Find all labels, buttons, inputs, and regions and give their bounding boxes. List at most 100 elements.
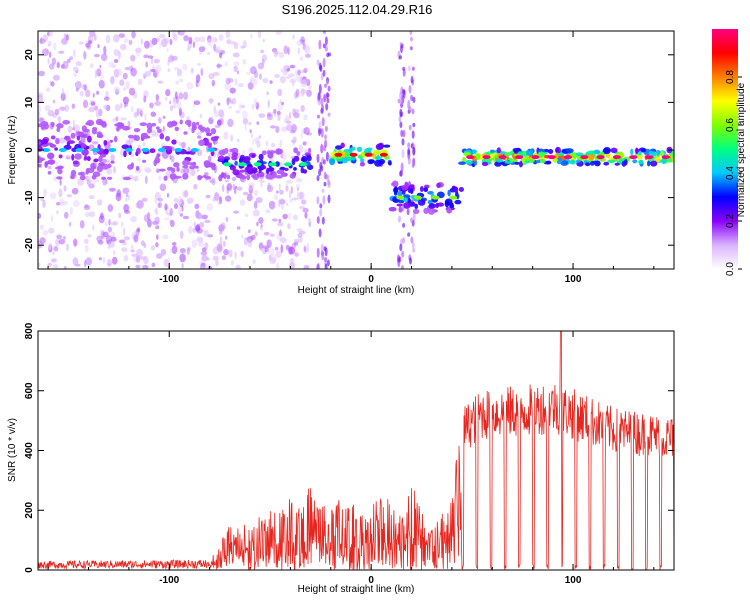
heatmap-cell [401, 190, 406, 195]
heatmap-cell [319, 209, 323, 217]
heatmap-cell [655, 156, 661, 163]
heatmap-cell [294, 136, 297, 143]
heatmap-cell [124, 148, 133, 152]
heatmap-cell [40, 198, 44, 202]
heatmap-cell [231, 176, 237, 182]
heatmap-cell [191, 239, 198, 249]
heatmap-cell [399, 42, 403, 47]
heatmap-cell [52, 264, 59, 269]
heatmap-cell [436, 182, 441, 189]
heatmap-cell [61, 37, 68, 45]
heatmap-cell [306, 89, 312, 98]
heatmap-cell [155, 242, 159, 248]
heatmap-cell [360, 158, 365, 163]
heatmap-cell [217, 119, 222, 126]
snr-xlabel: Height of straight line (km) [298, 584, 415, 595]
heatmap-cell [98, 162, 105, 167]
heatmap-cell [290, 186, 293, 194]
heatmap-cell [65, 156, 71, 160]
heatmap-cell [263, 231, 270, 236]
heatmap-cell [166, 48, 169, 52]
heatmap-cell [130, 162, 134, 168]
heatmap-cell [136, 108, 144, 112]
heatmap-cell [289, 111, 292, 120]
heatmap-cell [62, 120, 71, 125]
heatmap-cell [215, 45, 222, 55]
heatmap-cell [233, 65, 238, 73]
heatmap-cell [269, 233, 275, 237]
heatmap-cell [299, 162, 307, 167]
heatmap-cell [632, 159, 638, 164]
heatmap-cell [175, 80, 180, 85]
heatmap-cell [116, 189, 121, 198]
heatmap-cell [107, 226, 112, 233]
heatmap-cell [560, 160, 569, 166]
snr-series-line [38, 331, 674, 570]
heatmap-cell [225, 195, 232, 202]
heatmap-cell [398, 55, 402, 60]
heatmap-cell [510, 158, 515, 163]
heatmap-cell [54, 108, 60, 116]
heatmap-cell [287, 73, 295, 78]
heatmap-cell [238, 162, 247, 167]
heatmap-cell [195, 74, 201, 83]
heatmap-cell [663, 158, 668, 163]
heatmap-cell [47, 40, 52, 47]
heatmap-cell [182, 173, 189, 180]
heatmap-cell [107, 204, 114, 212]
heatmap-cell [261, 150, 267, 156]
heatmap-cell [413, 195, 422, 200]
heatmap-cell [275, 125, 280, 134]
heatmap-cell [300, 167, 305, 174]
heatmap-cell [72, 66, 79, 72]
heatmap-cell [317, 99, 321, 106]
heatmap-cell [198, 46, 206, 52]
heatmap-marks [38, 31, 674, 269]
heatmap-cell [112, 34, 120, 43]
heatmap-cell [173, 162, 180, 168]
heatmap-cell [72, 257, 79, 266]
heatmap-cell [110, 160, 115, 164]
heatmap-cell [322, 159, 326, 165]
heatmap-cell [47, 58, 50, 65]
heatmap-cell [406, 208, 410, 215]
heatmap-cell [458, 161, 466, 165]
heatmap-cell [178, 107, 182, 116]
heatmap-cell [43, 123, 49, 130]
heatmap-cell [142, 159, 147, 163]
heatmap-cell [56, 123, 64, 129]
heatmap-cell [147, 55, 154, 59]
heatmap-cell [105, 34, 111, 44]
heatmap-cell [39, 38, 46, 44]
heatmap-cell [304, 44, 311, 54]
heatmap-cell [630, 148, 634, 155]
heatmap-cell [164, 217, 170, 221]
heatmap-cell [410, 36, 413, 42]
heatmap-cell [154, 208, 157, 214]
snr-ticks: -100 0 100 0 200 400 600 800 [24, 322, 674, 586]
heatmap-cell [275, 31, 282, 36]
heatmap-cell [127, 194, 131, 201]
heatmap-cell [122, 242, 127, 246]
heatmap-cell [258, 169, 262, 173]
heatmap-cell [242, 191, 249, 196]
colorbar-tick-label: 0.6 [725, 118, 736, 132]
heatmap-cell [398, 206, 403, 213]
heatmap-cell [275, 161, 280, 167]
heatmap-cell [189, 165, 196, 170]
heatmap-cell [136, 248, 143, 257]
heatmap-cell [49, 192, 57, 200]
heatmap-cell [45, 87, 51, 92]
heatmap-cell [156, 71, 160, 78]
heatmap-cell [412, 208, 420, 214]
heatmap-cell [621, 160, 627, 167]
heatmap-cell [231, 152, 239, 157]
heatmap-cell [58, 188, 63, 198]
heatmap-cell [323, 93, 327, 103]
heatmap-cell [388, 206, 397, 212]
heatmap-cell [351, 156, 356, 161]
heatmap-cell [274, 74, 280, 78]
heatmap-cell [49, 51, 52, 58]
heatmap-cell [512, 148, 518, 153]
